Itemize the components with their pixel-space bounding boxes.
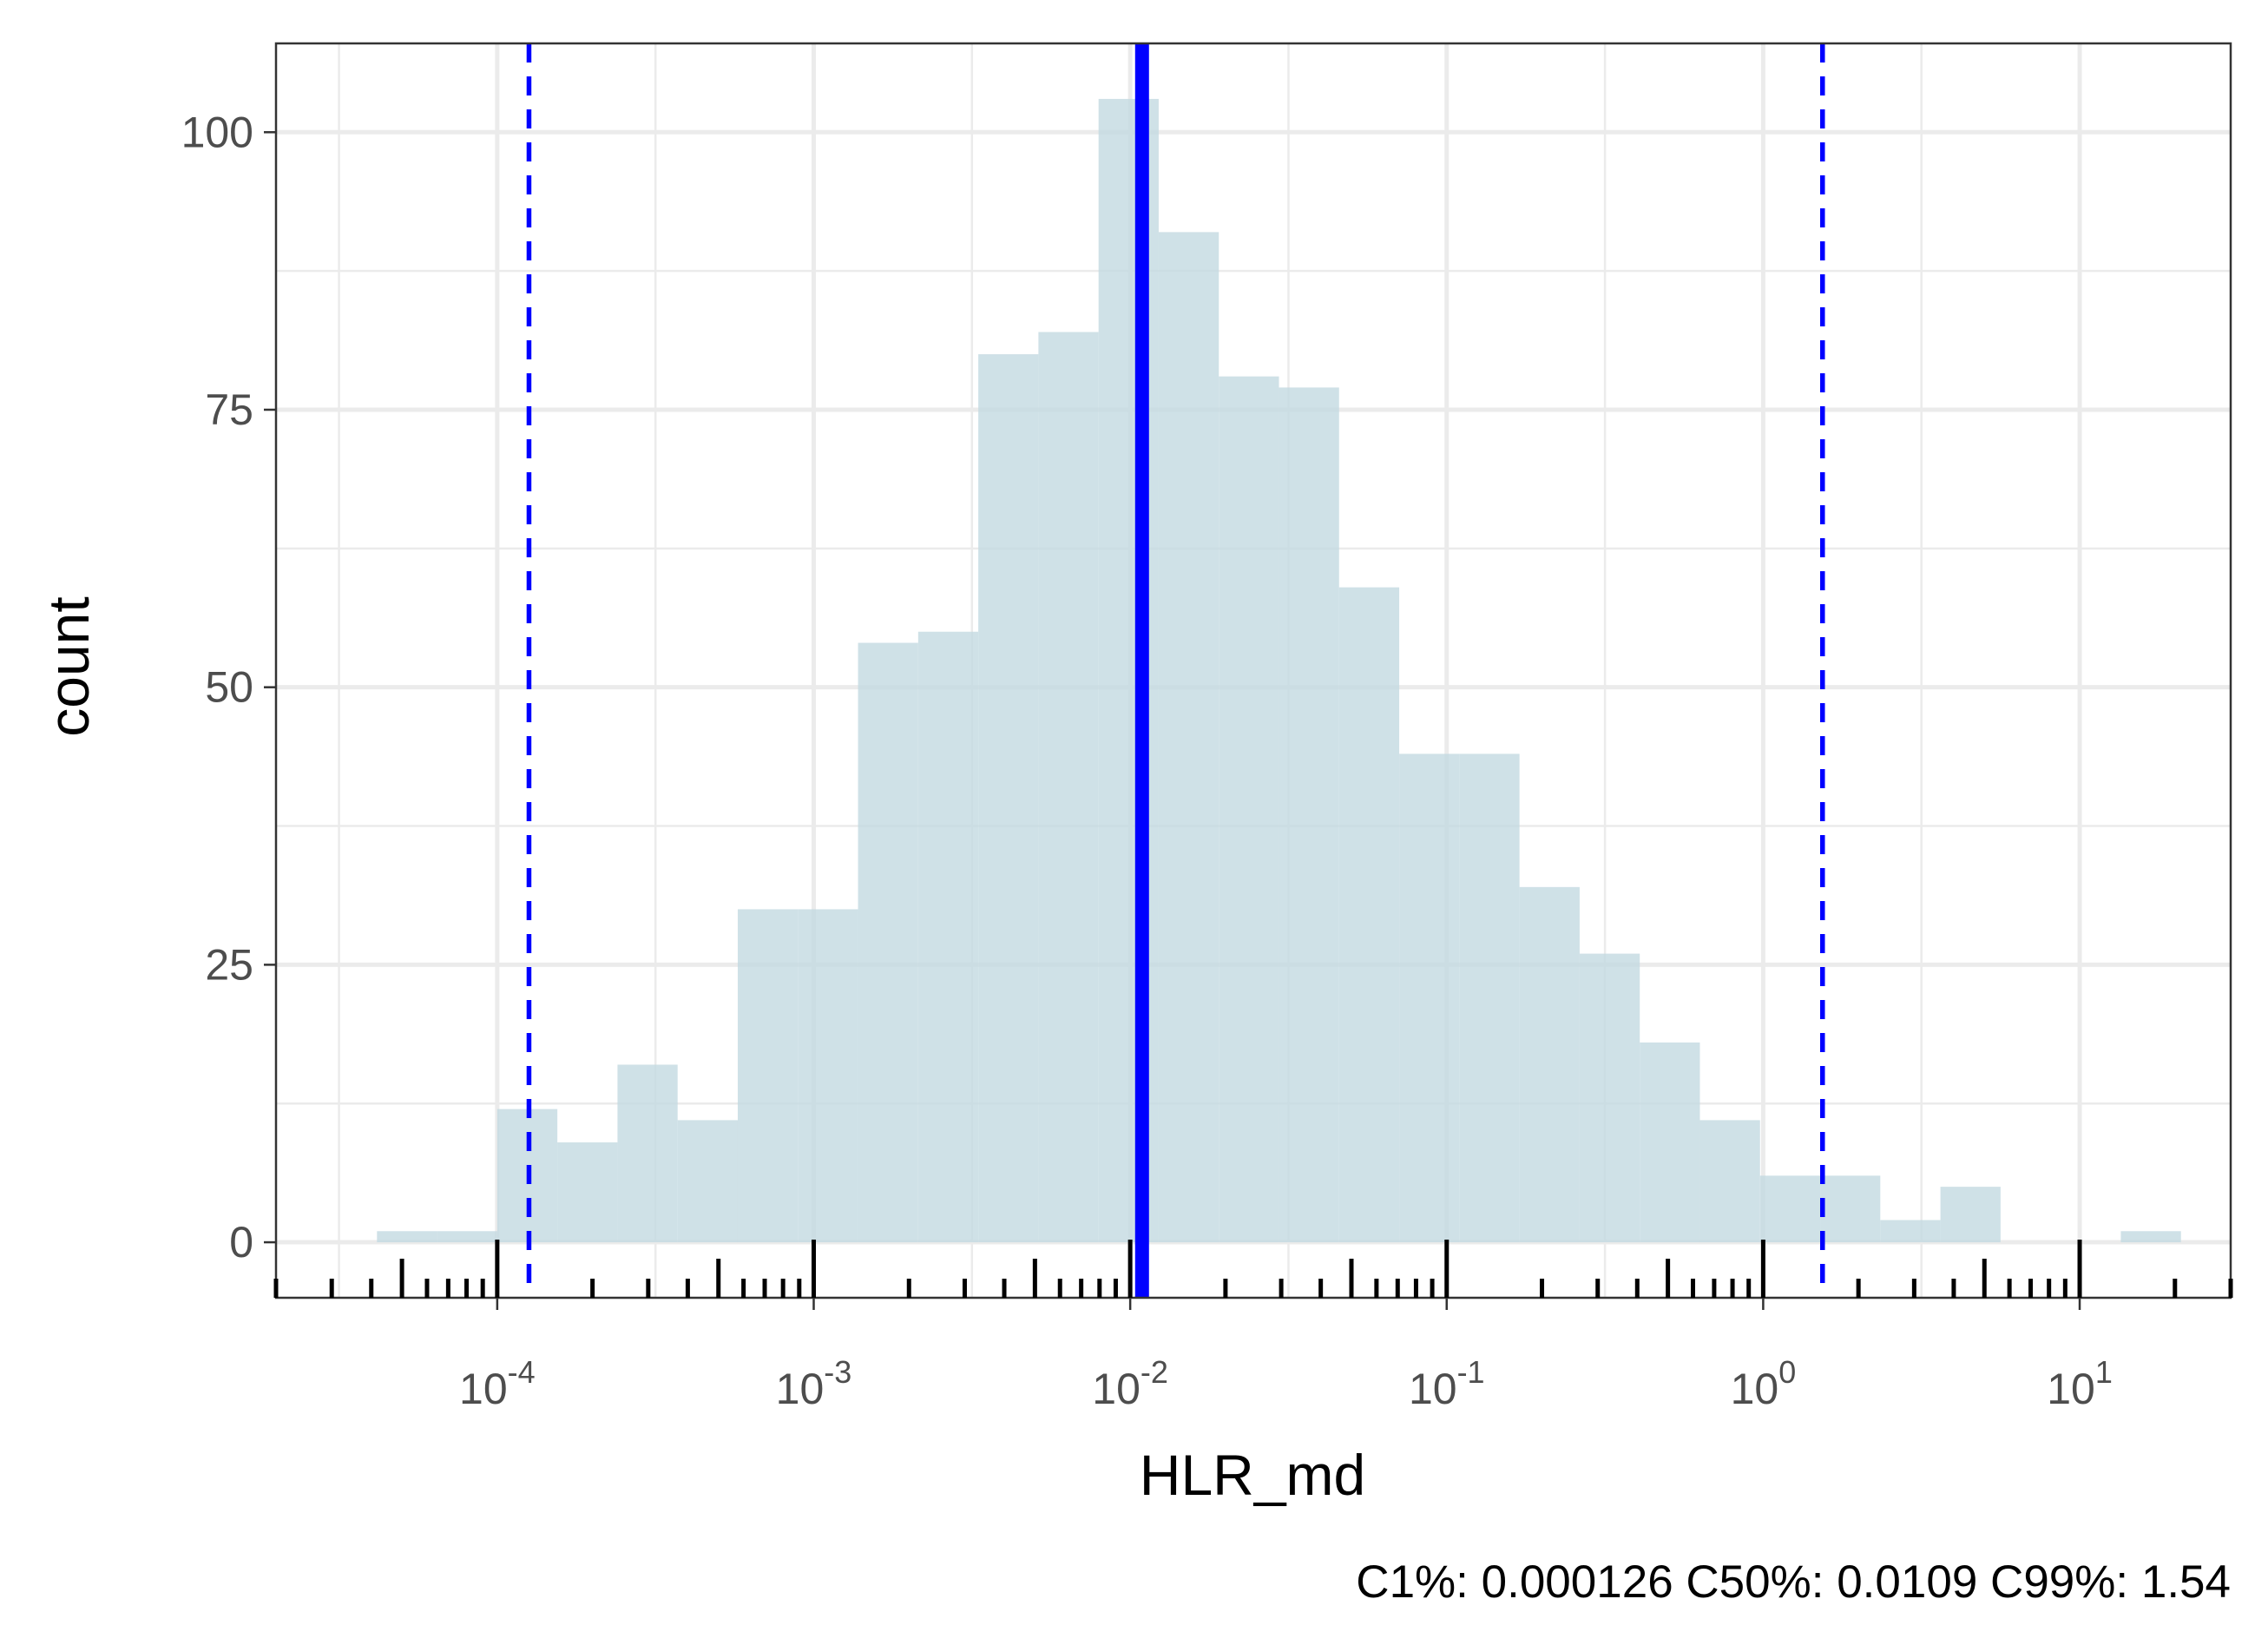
- histogram-bar: [1519, 886, 1580, 1243]
- histogram-bar: [1459, 753, 1520, 1243]
- histogram-bar: [1399, 753, 1460, 1243]
- histogram-bar: [1219, 376, 1279, 1243]
- histogram-bar: [1338, 587, 1400, 1243]
- x-tick-label: 10-2: [1092, 1354, 1168, 1413]
- histogram-bar: [1940, 1187, 2001, 1243]
- y-tick-label: 100: [181, 108, 253, 156]
- x-axis-title: HLR_md: [1140, 1443, 1365, 1507]
- y-axis-title: count: [36, 596, 101, 736]
- quantile-caption: C1%: 0.000126 C50%: 0.0109 C99%: 1.54: [1356, 1556, 2231, 1608]
- histogram-bar: [1880, 1220, 1941, 1243]
- histogram-bar: [1098, 98, 1159, 1243]
- histogram-bar: [798, 909, 858, 1243]
- histogram-bar: [1579, 953, 1640, 1243]
- histogram-bar: [917, 631, 979, 1243]
- histogram-bar: [677, 1120, 738, 1243]
- histogram-bars: [377, 98, 2181, 1243]
- histogram-bar: [978, 354, 1039, 1243]
- histogram-bar: [437, 1231, 497, 1243]
- y-tick-label: 50: [205, 663, 253, 712]
- x-tick-label: 10-3: [776, 1354, 852, 1413]
- x-tick-label: 10-1: [1409, 1354, 1485, 1413]
- histogram-bar: [557, 1142, 618, 1243]
- histogram-bar: [1158, 232, 1219, 1243]
- histogram-bar: [1279, 387, 1339, 1243]
- histogram-bar: [1699, 1120, 1760, 1243]
- histogram-bar: [1640, 1042, 1700, 1243]
- quantile-lines: [526, 43, 1825, 1298]
- x-tick-label: 100: [1731, 1354, 1797, 1413]
- histogram-bar: [1820, 1175, 1881, 1243]
- histogram-bar: [377, 1231, 437, 1243]
- y-axis: 0 25 50 75 100: [181, 108, 276, 1267]
- histogram-bar: [858, 642, 918, 1243]
- histogram-bar: [2120, 1231, 2181, 1243]
- histogram-bar: [737, 909, 799, 1243]
- histogram-bar: [617, 1064, 678, 1243]
- x-log-ticks: [273, 1240, 2233, 1298]
- y-tick-label: 25: [205, 940, 253, 989]
- x-axis: 10-4 10-3 10-2 10-1 100 101: [459, 1298, 2113, 1413]
- x-tick-label: 101: [2047, 1354, 2113, 1413]
- panel-border: [274, 42, 2232, 1300]
- y-tick-label: 75: [205, 385, 253, 434]
- x-tick-label: 10-4: [459, 1354, 536, 1413]
- histogram-bar: [1759, 1175, 1821, 1243]
- histogram-bar: [1038, 332, 1099, 1243]
- y-tick-label: 0: [229, 1218, 253, 1267]
